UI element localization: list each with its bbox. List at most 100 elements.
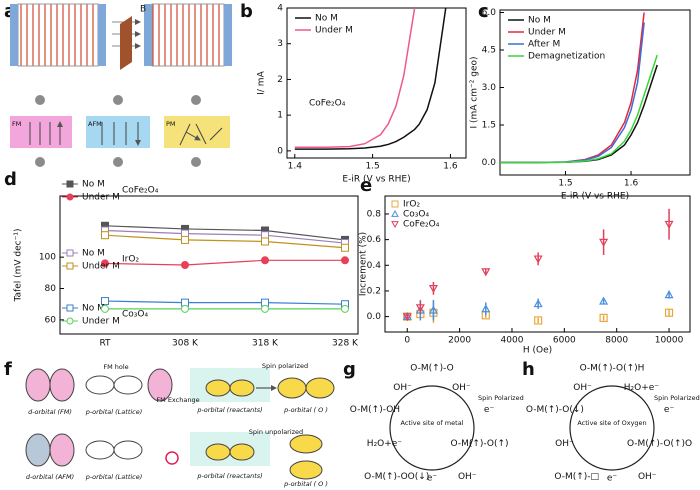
- orbital: [229, 443, 255, 461]
- label: p-orbital ( O ): [283, 406, 328, 414]
- spin-atom: [113, 157, 123, 167]
- legend-label: Co₃O₄: [403, 210, 429, 220]
- series-line: [294, 7, 447, 150]
- marker: [101, 297, 109, 306]
- species-label: e⁻: [427, 474, 438, 484]
- orbital: [205, 379, 231, 397]
- species-label: O-M(↑)-O(↑)H: [580, 364, 645, 374]
- cycle-center: Active site of Oxygen: [577, 419, 646, 427]
- marker: [66, 317, 74, 325]
- species-label: OH⁻: [573, 383, 592, 393]
- plot-frame: [286, 7, 467, 159]
- marker: [481, 304, 491, 313]
- y-axis-label: Increment (%): [359, 232, 369, 296]
- marker: [599, 313, 608, 322]
- spin-label: Spin Polarized: [654, 394, 700, 402]
- spin-atom: [113, 95, 123, 105]
- marker: [534, 316, 543, 325]
- magnet: [17, 3, 99, 67]
- label: d-orbital (FM): [28, 408, 72, 416]
- legend-label: Under M: [82, 317, 120, 327]
- y-tick-label: 100: [39, 253, 56, 263]
- orbital: [305, 377, 335, 399]
- y-tick-label: 0.8: [367, 209, 382, 219]
- y-tick-label: 60: [45, 315, 57, 325]
- marker: [341, 243, 349, 252]
- x-tick-label: 1.4: [288, 162, 303, 172]
- marker: [599, 296, 609, 305]
- legend-label: CoFe₂O₄: [403, 220, 440, 230]
- legend-label: Under M: [82, 262, 120, 272]
- series-line: [104, 300, 346, 305]
- orbital: [277, 377, 307, 399]
- legend-group: Co₃O₄: [122, 310, 148, 320]
- species-label: OH⁻: [555, 439, 574, 449]
- y-tick-label: 6.0: [482, 8, 497, 18]
- orbital: [113, 375, 143, 395]
- field-label: B: [140, 5, 146, 15]
- marker: [101, 231, 109, 240]
- species-label: OH⁻: [638, 472, 657, 482]
- legend-label: Under M: [528, 28, 566, 38]
- species-label: e⁻: [664, 405, 675, 415]
- annotation: CoFe₂O₄: [309, 99, 346, 109]
- y-axis-label: I (mA cm⁻² geo): [470, 56, 480, 128]
- species-label: O-M(↑)-O: [410, 364, 454, 374]
- cycle: [569, 385, 655, 471]
- magnet-pole: [10, 4, 18, 66]
- y-tick-label: 1.5: [482, 121, 496, 131]
- series-line: [104, 259, 345, 266]
- label: FM hole: [103, 363, 128, 371]
- legend-label: Under M: [82, 193, 120, 203]
- orbital: [229, 379, 255, 397]
- species-label: O-M(↑)-O(↓): [526, 405, 584, 415]
- cycle-center: Active site of metal: [401, 419, 464, 427]
- panel-label: c: [478, 1, 489, 22]
- x-tick-label: 1.5: [365, 162, 379, 172]
- orbital: [49, 368, 75, 402]
- panel-label: f: [4, 359, 12, 380]
- legend-label: No M: [315, 14, 338, 24]
- y-tick-label: 0.0: [367, 312, 382, 322]
- orbital: [85, 375, 115, 395]
- spin-atom: [35, 95, 45, 105]
- label: d-orbital (AFM): [26, 473, 74, 481]
- label: p-orbital (Lattice): [85, 408, 143, 416]
- state-label: FM: [12, 120, 21, 128]
- species-label: O-M(↑)-OH: [350, 405, 400, 415]
- x-axis-label: H (Oe): [523, 346, 552, 356]
- panel-label: h: [522, 359, 535, 380]
- x-tick-label: 1.5: [558, 179, 572, 189]
- marker: [391, 221, 399, 229]
- magnet-pole: [224, 4, 232, 66]
- series-line: [104, 234, 346, 249]
- panel-label: d: [4, 169, 17, 190]
- marker: [261, 304, 269, 313]
- y-tick-label: 2: [277, 75, 283, 85]
- legend-label: Under M: [315, 26, 353, 36]
- legend-label: No M: [82, 304, 105, 314]
- orbital: [147, 368, 173, 402]
- marker: [66, 180, 74, 188]
- y-tick-label: 80: [45, 284, 57, 294]
- x-tick-label: 4000: [501, 336, 524, 346]
- spin-arrows: [101, 122, 138, 145]
- x-tick-label: 0: [404, 336, 410, 346]
- marker: [415, 304, 425, 313]
- legend-group: CoFe₂O₄: [122, 186, 159, 196]
- magnet-pole: [98, 4, 106, 66]
- panel-f: FM hole FM Exchange Spin polarized d-orb…: [25, 362, 335, 488]
- magnet: [151, 3, 225, 67]
- y-tick-label: 3.0: [482, 83, 497, 93]
- species-label: e⁻: [607, 474, 618, 484]
- orbital: [25, 368, 51, 402]
- series-line: [500, 54, 658, 164]
- y-tick-label: 0: [277, 146, 283, 156]
- orbital: [49, 433, 75, 467]
- marker: [664, 290, 674, 299]
- label: p-orbital (reactants): [196, 406, 262, 414]
- species-label: H₂O+e⁻: [367, 439, 403, 449]
- marker: [66, 193, 74, 201]
